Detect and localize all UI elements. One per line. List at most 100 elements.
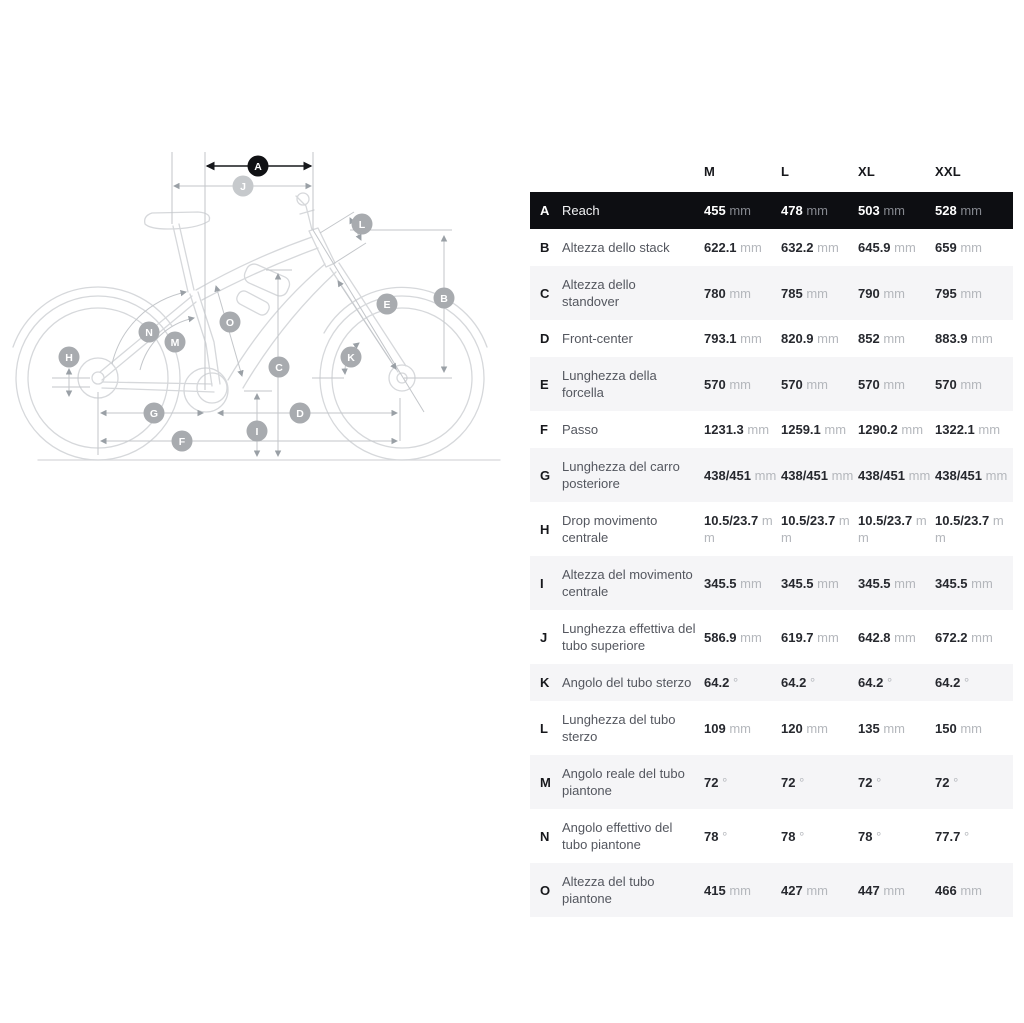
value-cell: 135 mm	[858, 720, 935, 737]
value-cell: 570 mm	[704, 376, 781, 393]
value-cell: 72 °	[858, 774, 935, 791]
value-unit: mm	[740, 240, 762, 255]
value-unit: mm	[971, 629, 993, 645]
row-label: Lunghezza della forcella	[562, 368, 657, 400]
value-cell: 1290.2 mm	[858, 421, 935, 438]
table-row-o[interactable]: O Altezza del tubo piantone 415 mm 427 mm 44…	[530, 863, 1013, 917]
value-unit: mm	[729, 882, 751, 898]
value-cell: 64.2 °	[704, 674, 781, 691]
value-number: 10.5/23.7	[781, 513, 836, 528]
value-unit: mm	[883, 203, 905, 218]
value-cell: 64.2 °	[935, 674, 1012, 691]
value-unit: mm	[883, 376, 905, 392]
label-badge-letter: K	[347, 352, 355, 364]
row-letter: J	[540, 629, 548, 645]
value-unit: mm	[747, 422, 770, 437]
value-cell: 10.5/23.7 mm	[858, 512, 935, 546]
label-badge-letter: I	[256, 426, 259, 438]
value-unit: mm	[883, 331, 905, 346]
value-unit: mm	[729, 720, 751, 736]
value-cell: 455 mm	[704, 202, 781, 219]
value-cell: 1231.3 mm	[704, 421, 781, 438]
size-column-header-xl: XL	[858, 164, 876, 179]
size-column-header-m: M	[704, 164, 716, 179]
row-letter: N	[540, 828, 550, 844]
value-unit: °	[809, 675, 816, 690]
value-cell: 64.2 °	[781, 674, 858, 691]
row-label: Drop movimento centrale	[562, 513, 658, 545]
table-row-a[interactable]: A Reach 455 mm 478 mm 503 mm 528 mm	[530, 192, 1013, 229]
table-row-n[interactable]: N Angolo effettivo del tubo piantone 78 ° 7…	[530, 809, 1013, 863]
value-cell: 642.8 mm	[858, 629, 935, 646]
table-row-d[interactable]: D Front-center 793.1 mm 820.9 mm 852 mm 883.9…	[530, 320, 1013, 357]
value-number: 415	[704, 882, 726, 898]
value-cell: 10.5/23.7 mm	[781, 512, 858, 546]
value-number: 586.9	[704, 629, 737, 645]
value-cell: 120 mm	[781, 720, 858, 737]
label-badge-circle	[433, 287, 455, 309]
value-unit: mm	[960, 882, 982, 898]
value-number: 852	[858, 331, 880, 346]
value-unit: mm	[971, 575, 993, 591]
value-cell: 447 mm	[858, 882, 935, 899]
table-row-j[interactable]: J Lunghezza effettiva del tubo superiore 5…	[530, 610, 1013, 664]
value-cell: 345.5 mm	[935, 575, 1012, 592]
table-row-f[interactable]: F Passo 1231.3 mm 1259.1 mm 1290.2 mm 1322.1 …	[530, 411, 1013, 448]
value-unit: mm	[858, 513, 927, 545]
table-row-m[interactable]: M Angolo reale del tubo piantone 72 ° 72 ° 7…	[530, 755, 1013, 809]
value-cell: 438/451 mm	[704, 467, 781, 484]
label-badge-circle	[376, 293, 398, 315]
value-unit: °	[963, 675, 970, 690]
value-cell: 78 °	[858, 828, 935, 845]
value-cell: 10.5/23.7 mm	[704, 512, 781, 546]
value-number: 642.8	[858, 629, 891, 645]
value-number: 438/451	[858, 467, 905, 483]
value-cell: 570 mm	[781, 376, 858, 393]
value-number: 793.1	[704, 331, 737, 346]
diagram-label-a: A	[247, 155, 269, 177]
value-number: 1259.1	[781, 422, 821, 437]
diagram-label-d: D	[289, 402, 311, 424]
value-number: 345.5	[858, 575, 891, 591]
value-unit: mm	[901, 422, 924, 437]
table-row-l[interactable]: L Lunghezza del tubo sterzo 109 mm 120 mm 13…	[530, 701, 1013, 755]
diagram-label-o: O	[219, 311, 241, 333]
value-unit: mm	[781, 513, 850, 545]
label-badge-letter: B	[440, 293, 448, 305]
value-unit: mm	[704, 513, 773, 545]
table-row-e[interactable]: E Lunghezza della forcella 570 mm 570 mm 570…	[530, 357, 1013, 411]
value-unit: °	[876, 828, 882, 844]
value-number: 72	[781, 774, 796, 790]
label-badge-circle	[268, 356, 290, 378]
value-number: 78	[704, 828, 719, 844]
value-unit: mm	[729, 203, 751, 218]
table-row-g[interactable]: G Lunghezza del carro posteriore 438/451 m…	[530, 448, 1013, 502]
table-row-b[interactable]: B Altezza dello stack 622.1 mm 632.2 mm 645.…	[530, 229, 1013, 266]
value-unit: mm	[806, 882, 828, 898]
value-number: 478	[781, 203, 803, 218]
diagram-label-c: C	[268, 356, 290, 378]
value-unit: mm	[817, 575, 839, 591]
value-unit: °	[722, 774, 728, 790]
value-cell: 780 mm	[704, 285, 781, 302]
value-cell: 1259.1 mm	[781, 421, 858, 438]
diagram-label-b: B	[433, 287, 455, 309]
table-row-i[interactable]: I Altezza del movimento centrale 345.5 mm 3…	[530, 556, 1013, 610]
value-cell: 883.9 mm	[935, 330, 1012, 347]
value-unit: mm	[960, 240, 982, 255]
value-unit: mm	[978, 422, 1001, 437]
value-unit: mm	[960, 203, 982, 218]
table-row-h[interactable]: H Drop movimento centrale 10.5/23.7 mm 10.5…	[530, 502, 1013, 556]
value-cell: 64.2 °	[858, 674, 935, 691]
value-cell: 820.9 mm	[781, 330, 858, 347]
value-unit: mm	[806, 285, 828, 301]
value-cell: 77.7 °	[935, 828, 1012, 845]
value-unit: mm	[806, 720, 828, 736]
value-cell: 72 °	[935, 774, 1012, 791]
table-row-k[interactable]: K Angolo del tubo sterzo 64.2 ° 64.2 ° 64.2 …	[530, 664, 1013, 701]
value-number: 455	[704, 203, 726, 218]
value-number: 785	[781, 285, 803, 301]
value-cell: 478 mm	[781, 202, 858, 219]
table-row-c[interactable]: C Altezza dello standover 780 mm 785 mm 790 …	[530, 266, 1013, 320]
row-letter: C	[540, 285, 550, 301]
